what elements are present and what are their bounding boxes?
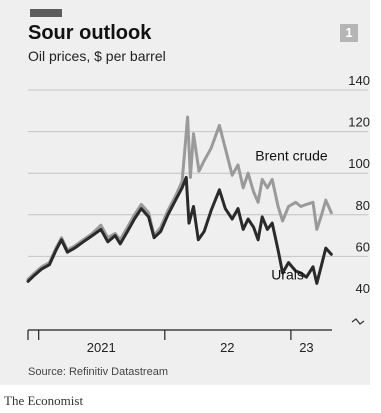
publisher-brand: The Economist xyxy=(4,393,84,408)
chart-number-badge: 1 xyxy=(340,24,358,42)
x-tick-label-22: 22 xyxy=(220,340,234,355)
chart-title: Sour outlook xyxy=(28,22,152,44)
x-tick-label-2021: 2021 xyxy=(87,340,116,355)
series-line-urals xyxy=(26,175,333,285)
chart-panel xyxy=(0,0,370,385)
section-tag-bar xyxy=(30,9,62,17)
series-line-brent-crude xyxy=(26,115,333,281)
series-label-brent-crude: Brent crude xyxy=(255,148,328,164)
y-tick-label-60: 60 xyxy=(356,239,370,254)
x-tick-label-23: 23 xyxy=(299,340,313,355)
y-tick-label-120: 120 xyxy=(348,115,370,130)
chart-subtitle: Oil prices, $ per barrel xyxy=(28,48,166,64)
y-tick-label-80: 80 xyxy=(356,198,370,213)
y-tick-label-140: 140 xyxy=(348,73,370,88)
y-tick-label-100: 100 xyxy=(348,156,370,171)
y-tick-label-40: 40 xyxy=(356,281,370,296)
source-note: Source: Refinitiv Datastream xyxy=(28,366,168,378)
series-label-urals: Urals xyxy=(271,266,304,282)
axis-break-icon xyxy=(351,318,365,325)
